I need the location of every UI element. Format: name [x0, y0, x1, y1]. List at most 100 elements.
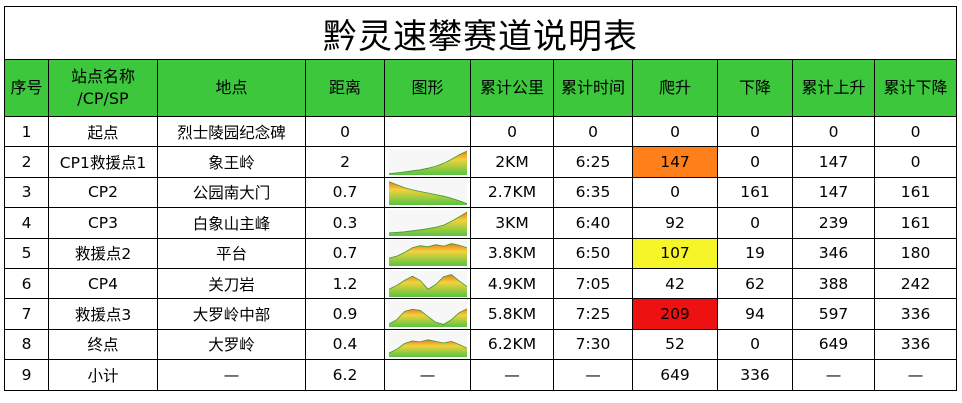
cell-descent: 94: [717, 298, 793, 330]
cell-station: 救援点2: [48, 237, 158, 269]
cell-distance: 2: [305, 146, 385, 178]
table-title: 黔灵速攀赛道说明表: [3, 6, 958, 60]
cell-cum-km: 3KM: [470, 207, 554, 239]
cell-cum-km: 3.8KM: [470, 237, 554, 269]
cell-graphic: [384, 146, 471, 178]
cell-cum-descent: 0: [873, 146, 958, 178]
elevation-profile-icon: [388, 301, 467, 328]
cell-cum-km: 0: [470, 115, 554, 148]
cell-descent: 0: [717, 115, 793, 148]
cell-cum-km: —: [470, 359, 554, 391]
table-row: 3 CP2 公园南大门 0.7 2.7KM 6:35 0 161 147 161: [4, 176, 958, 209]
cell-climb: 52: [632, 328, 718, 361]
header-descent: 下降: [717, 59, 793, 117]
cell-distance: 0.7: [305, 176, 385, 209]
elevation-profile-icon: [388, 209, 467, 236]
header-graphic: 图形: [384, 59, 471, 117]
elevation-profile-icon: [388, 270, 467, 297]
cell-climb: 209: [632, 298, 718, 330]
header-station: 站点名称 /CP/SP: [48, 59, 158, 117]
elevation-profile-icon: [388, 179, 467, 206]
cell-distance: 6.2: [305, 359, 385, 391]
cell-distance: 0.9: [305, 298, 385, 330]
cell-index: 6: [4, 267, 49, 300]
elevation-profile-icon: [388, 149, 467, 176]
cell-cum-descent: 180: [873, 237, 958, 269]
cell-index: 7: [4, 298, 49, 330]
table-row: 8 终点 大罗岭 0.4 6.2KM 7:30 52 0 649 336: [4, 328, 958, 361]
header-station-line1: 站点名称: [70, 67, 135, 86]
cell-climb: 42: [632, 267, 718, 300]
cell-cum-descent: 336: [873, 298, 958, 330]
cell-climb: 92: [632, 207, 718, 239]
cell-location: —: [157, 359, 306, 391]
cell-location: 公园南大门: [157, 176, 306, 209]
cell-cum-climb: 239: [792, 207, 875, 239]
table-body: 1 起点 烈士陵园纪念碑 0 0 0 0 0 0 0 2 CP1救援点1 象王岭 2 2KM 6:25 147 0…: [4, 115, 958, 391]
cell-cum-time: 7:05: [553, 267, 633, 300]
cell-cum-descent: 0: [873, 115, 958, 148]
cell-location: 白象山主峰: [157, 207, 306, 239]
cell-cum-climb: 0: [792, 115, 875, 148]
cell-descent: 19: [717, 237, 793, 269]
cell-location: 大罗岭: [157, 328, 306, 361]
table-row: 7 救援点3 大罗岭中部 0.9 5.8KM 7:25 209 94 597 336: [4, 298, 958, 330]
cell-descent: 0: [717, 146, 793, 178]
cell-climb: 107: [632, 237, 718, 269]
cell-index: 8: [4, 328, 49, 361]
cell-climb: 147: [632, 146, 718, 178]
cell-climb: 649: [632, 359, 718, 391]
cell-climb: 0: [632, 176, 718, 209]
cell-station: 起点: [48, 115, 158, 148]
cell-cum-time: 7:30: [553, 328, 633, 361]
cell-descent: 0: [717, 328, 793, 361]
cell-cum-descent: 161: [873, 176, 958, 209]
cell-station: CP1救援点1: [48, 146, 158, 178]
cell-cum-descent: 242: [873, 267, 958, 300]
header-cum-km: 累计公里: [470, 59, 554, 117]
cell-distance: 0: [305, 115, 385, 148]
header-row: 序号 站点名称 /CP/SP 地点 距离 图形 累计公里 累计时间 爬升 下降 …: [4, 59, 958, 117]
cell-cum-descent: 161: [873, 207, 958, 239]
cell-cum-km: 4.9KM: [470, 267, 554, 300]
table-row: 4 CP3 白象山主峰 0.3 3KM 6:40 92 0 239 161: [4, 207, 958, 239]
cell-cum-climb: 147: [792, 176, 875, 209]
cell-location: 象王岭: [157, 146, 306, 178]
header-climb: 爬升: [632, 59, 718, 117]
cell-graphic: —: [384, 359, 471, 391]
table-row: 1 起点 烈士陵园纪念碑 0 0 0 0 0 0 0: [4, 115, 958, 148]
course-table: 黔灵速攀赛道说明表 序号 站点名称 /CP/SP 地点 距离 图形 累计公里 累…: [3, 6, 958, 391]
elevation-profile-icon: [388, 240, 467, 267]
cell-cum-km: 2KM: [470, 146, 554, 178]
cell-station: CP4: [48, 267, 158, 300]
cell-graphic: [384, 267, 471, 300]
cell-distance: 0.3: [305, 207, 385, 239]
header-index: 序号: [4, 59, 49, 117]
cell-station: 小计: [48, 359, 158, 391]
cell-descent: 336: [717, 359, 793, 391]
cell-index: 1: [4, 115, 49, 148]
elevation-profile-icon: [388, 331, 467, 358]
cell-cum-climb: 388: [792, 267, 875, 300]
cell-cum-climb: 597: [792, 298, 875, 330]
cell-index: 9: [4, 359, 49, 391]
cell-graphic: [384, 176, 471, 209]
cell-station: 终点: [48, 328, 158, 361]
cell-location: 关刀岩: [157, 267, 306, 300]
cell-graphic: [384, 115, 471, 148]
cell-cum-time: 6:25: [553, 146, 633, 178]
header-cum-descent: 累计下降: [873, 59, 958, 117]
cell-location: 大罗岭中部: [157, 298, 306, 330]
cell-cum-km: 5.8KM: [470, 298, 554, 330]
cell-graphic: [384, 237, 471, 269]
header-station-line2: /CP/SP: [77, 89, 129, 108]
table-row: 9 小计 —6.2— — —649 336— —: [4, 359, 958, 391]
cell-cum-climb: 346: [792, 237, 875, 269]
cell-climb: 0: [632, 115, 718, 148]
cell-index: 5: [4, 237, 49, 269]
cell-descent: 161: [717, 176, 793, 209]
header-location: 地点: [157, 59, 306, 117]
title-row: 黔灵速攀赛道说明表: [3, 6, 958, 60]
cell-station: CP3: [48, 207, 158, 239]
cell-cum-climb: 649: [792, 328, 875, 361]
